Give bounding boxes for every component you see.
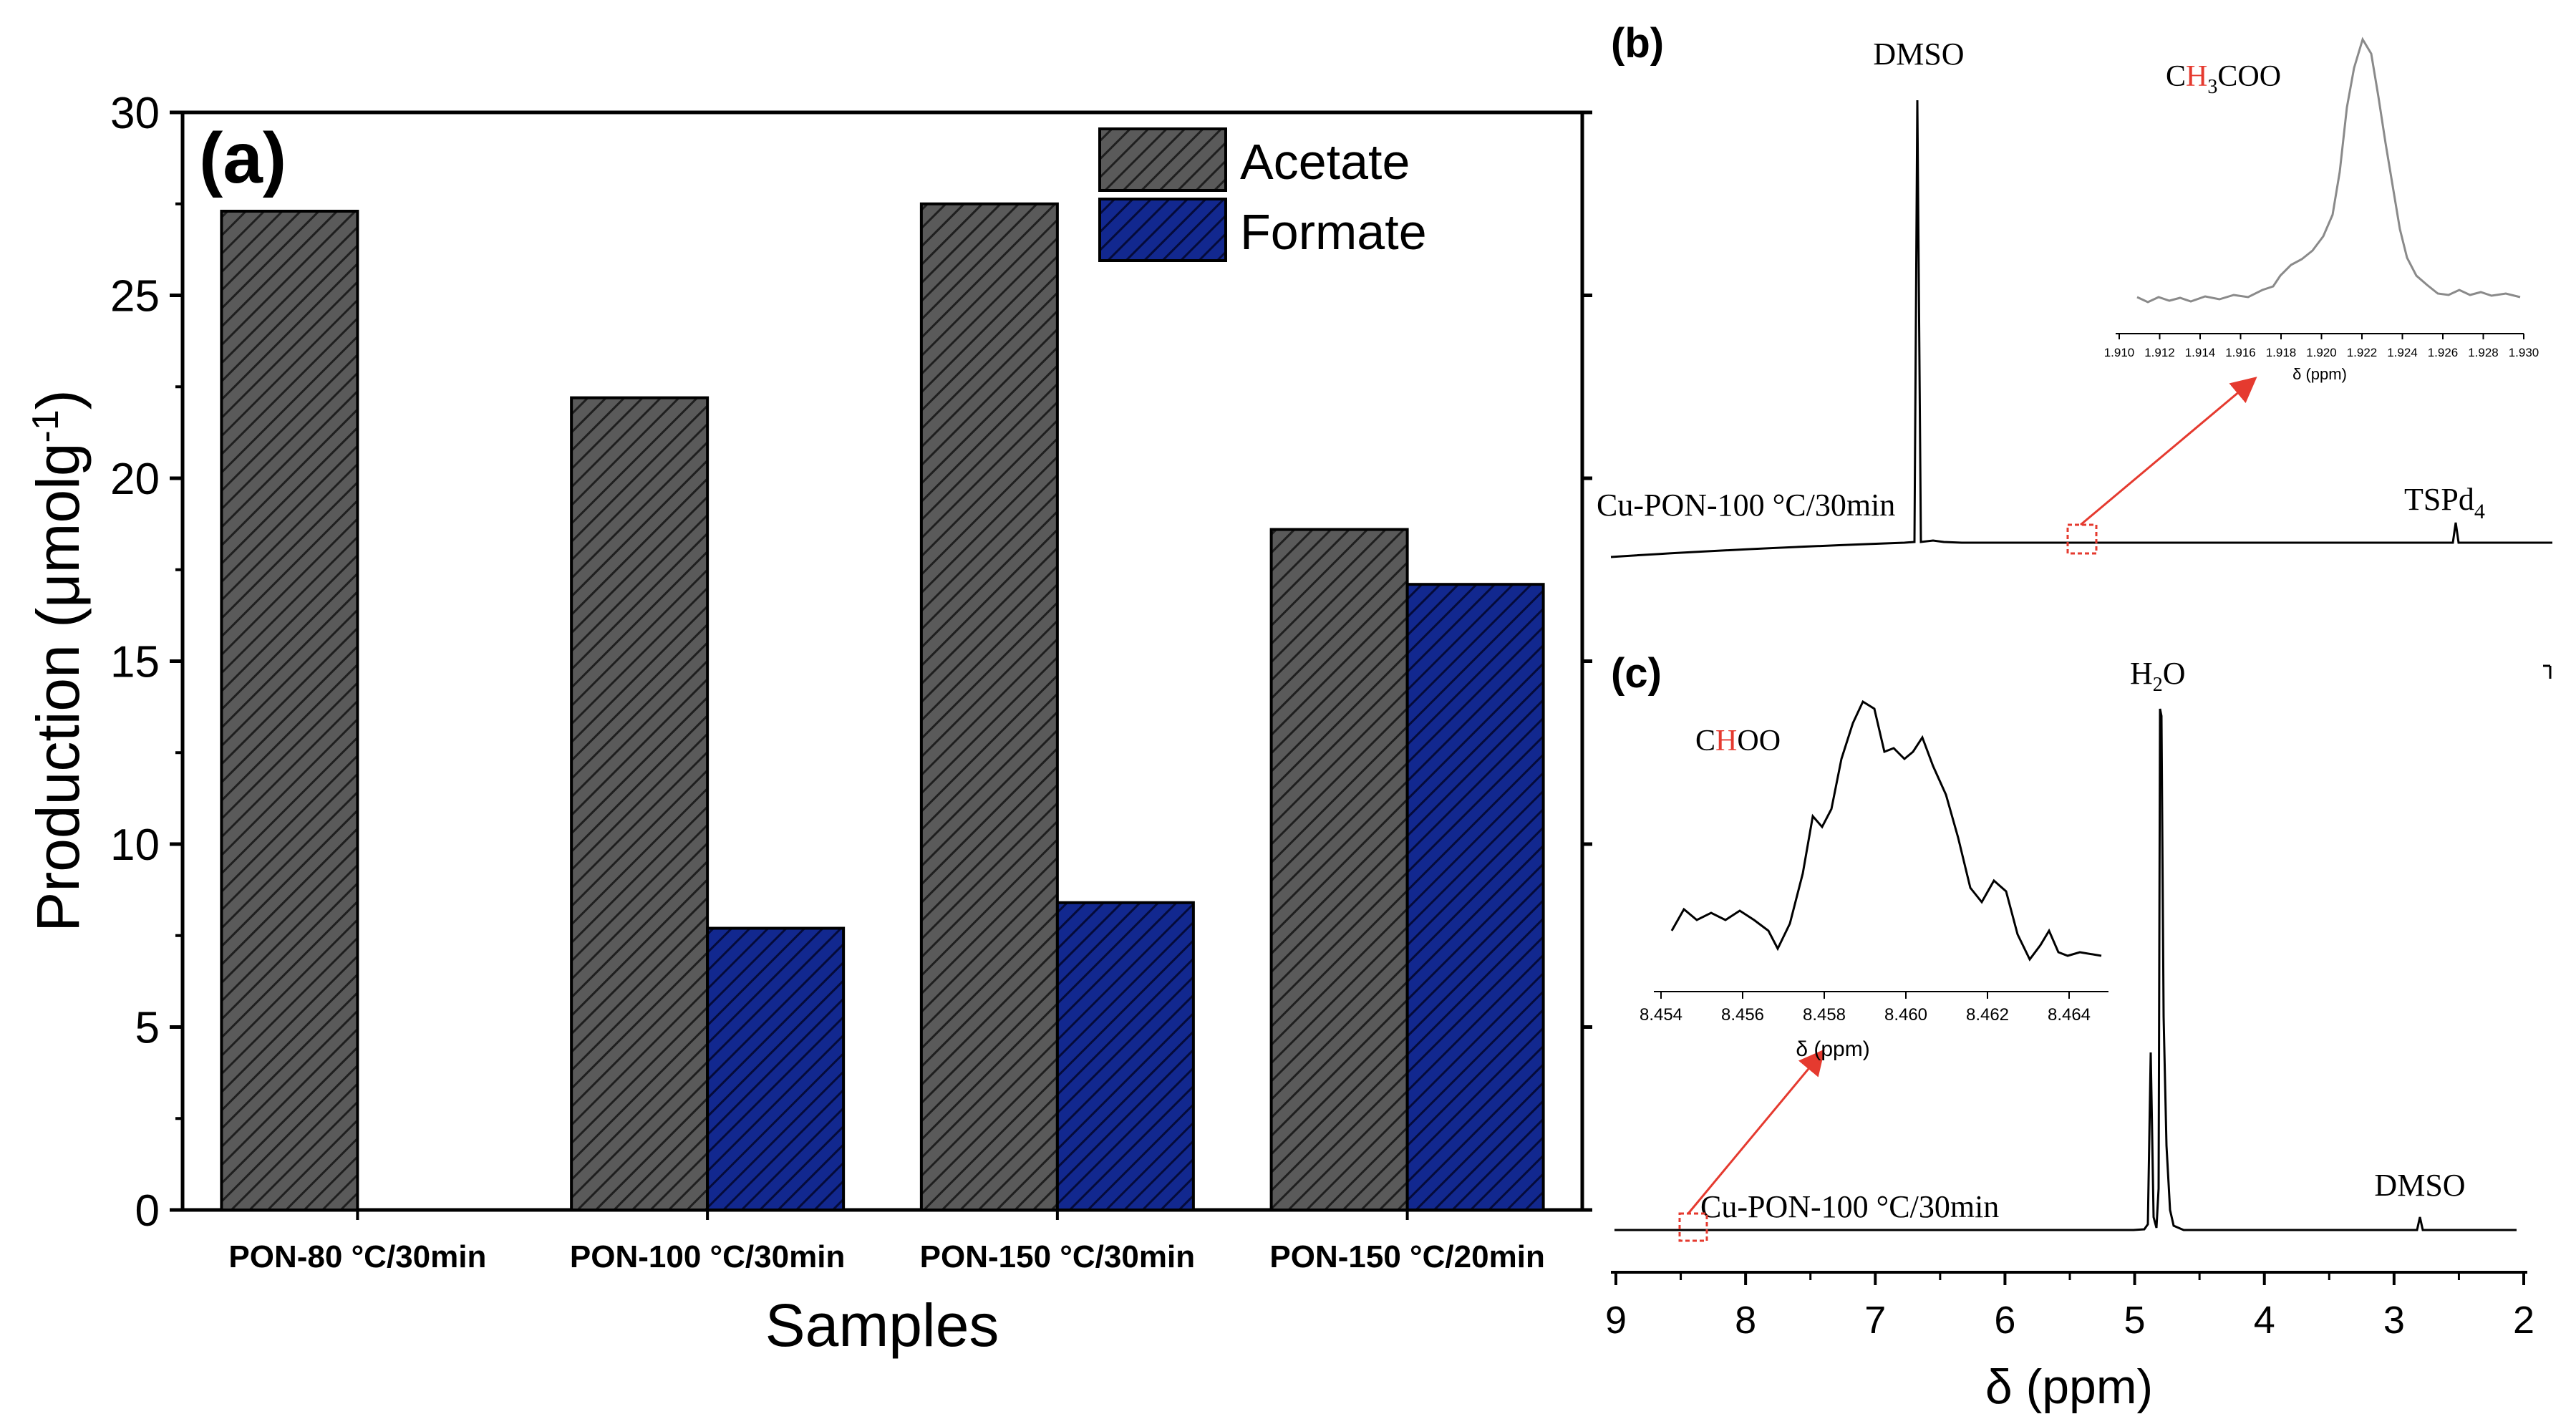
- inset-b-tick-label: 1.924: [2387, 346, 2418, 359]
- water-peak-label: H2O: [2130, 656, 2186, 696]
- x-tick-label: PON-80 °C/30min: [228, 1239, 486, 1274]
- x-axis: PON-80 °C/30min PON-100 °C/30min PON-150 °…: [228, 1210, 1545, 1274]
- inset-b-ticks: 1.910 1.912 1.914 1.916 1.918 1.920 1.922 1.924…: [2104, 334, 2539, 359]
- inset-c-curve: [1670, 699, 2102, 962]
- bar-formate-3: [1405, 583, 1545, 1211]
- panel-c-nmr-spectrum: (c) H2O Cu-PON-100 °C/30min DMSO CHOO 8.…: [1605, 650, 2552, 1414]
- dmso-peak-label-c: DMSO: [2374, 1168, 2465, 1203]
- inset-c-tick-label: 8.456: [1721, 1005, 1764, 1025]
- c-x-tick-label: 9: [1605, 1299, 1627, 1342]
- bar-acetate-3: [1269, 528, 1409, 1211]
- inset-c-label: CHOO: [1695, 725, 1781, 757]
- zoom-box-c: [1678, 1212, 1708, 1242]
- x-tick-label: PON-100 °C/30min: [570, 1239, 845, 1274]
- y-tick-label: 30: [110, 89, 160, 138]
- y-tick-label: 25: [110, 272, 160, 321]
- c-x-axis: 9 8 7 6 5 4 3 2: [1605, 1272, 2534, 1342]
- bar-acetate-2: [919, 202, 1059, 1211]
- c-x-axis-title: δ (ppm): [1985, 1360, 2153, 1414]
- c-x-tick-label: 8: [1735, 1299, 1756, 1342]
- inset-b-tick-label: 1.914: [2185, 346, 2216, 359]
- x-tick-label: PON-150 °C/20min: [1269, 1239, 1544, 1274]
- c-x-tick-label: 2: [2513, 1299, 2534, 1342]
- inset-b-curve: [2136, 37, 2521, 304]
- inset-c-tick-label: 8.462: [1966, 1005, 2009, 1025]
- bar-acetate-1: [570, 396, 710, 1212]
- bar-formate-1: [706, 926, 846, 1212]
- y-tick-label: 10: [110, 820, 160, 870]
- sample-label-b: Cu-PON-100 °C/30min: [1597, 488, 1895, 523]
- legend-swatch-acetate: [1098, 127, 1227, 192]
- c-x-tick-label: 4: [2254, 1299, 2275, 1342]
- panel-b-nmr-spectrum: (b) DMSO Cu-PON-100 °C/30min TSPd4 CH3CO…: [1597, 20, 2552, 558]
- bar-acetate-0: [220, 209, 359, 1212]
- zoom-arrow-b: [2080, 377, 2257, 526]
- y-tick-label: 0: [135, 1186, 160, 1236]
- panel-label-c: (c): [1611, 650, 1662, 697]
- inset-c-tick-label: 8.458: [1803, 1005, 1846, 1025]
- c-x-tick-label: 5: [2124, 1299, 2146, 1342]
- zoom-arrow-c: [1687, 1049, 1825, 1214]
- inset-c-tick-label: 8.460: [1884, 1005, 1927, 1025]
- x-axis-title: Samples: [765, 1292, 999, 1359]
- x-tick-label: PON-150 °C/30min: [920, 1239, 1195, 1274]
- inset-b-label: CH3COO: [2166, 60, 2281, 98]
- inset-b-tick-label: 1.928: [2468, 346, 2499, 359]
- tsp-peak-label: TSPd4: [2404, 482, 2485, 523]
- y-tick-label: 5: [135, 1004, 160, 1053]
- dmso-peak-label-b: DMSO: [1873, 37, 1964, 72]
- inset-b-tick-label: 1.922: [2347, 346, 2378, 359]
- c-x-tick-label: 3: [2383, 1299, 2405, 1342]
- panel-label-b: (b): [1611, 20, 1664, 67]
- inset-c-ticks: 8.454 8.456 8.458 8.460 8.462 8.464: [1640, 992, 2091, 1025]
- legend-swatch-formate: [1098, 198, 1227, 262]
- zoom-box-b: [2066, 523, 2098, 555]
- c-x-tick-label: 7: [1864, 1299, 1886, 1342]
- panel-a-bar-chart: 0 5 10 15 20 25 30 PON-80 °C/30min PON-100 °C/3…: [24, 89, 1592, 1359]
- bar-formate-2: [1055, 901, 1195, 1211]
- inset-c-tick-label: 8.464: [2048, 1005, 2091, 1025]
- c-x-tick-label: 6: [1994, 1299, 2015, 1342]
- inset-b-tick-label: 1.926: [2428, 346, 2459, 359]
- inset-b-tick-label: 1.916: [2225, 346, 2256, 359]
- y-tick-label: 20: [110, 455, 160, 504]
- spectrum-line-c: [1614, 708, 2517, 1231]
- inset-b: CH3COO 1.910 1.912 1.914 1.916 1.918 1.920 1.9…: [2104, 37, 2539, 383]
- panel-label-a: (a): [199, 118, 286, 198]
- legend: Acetate Formate: [1098, 127, 1427, 262]
- bars: [220, 202, 1545, 1212]
- inset-b-tick-label: 1.920: [2306, 346, 2337, 359]
- inset-c-tick-label: 8.454: [1640, 1005, 1682, 1025]
- sample-label-c: Cu-PON-100 °C/30min: [1700, 1189, 1999, 1224]
- inset-b-tick-label: 1.930: [2509, 346, 2539, 359]
- y-axis: 0 5 10 15 20 25 30: [110, 89, 1592, 1236]
- y-axis-title: Production (μmolg-1): [24, 389, 92, 932]
- legend-label-acetate: Acetate: [1240, 134, 1410, 190]
- legend-label-formate: Formate: [1240, 204, 1427, 260]
- inset-b-x-title: δ (ppm): [2292, 365, 2347, 383]
- inset-c-x-title: δ (ppm): [1796, 1037, 1869, 1061]
- inset-b-tick-label: 1.910: [2104, 346, 2135, 359]
- inset-b-tick-label: 1.912: [2144, 346, 2175, 359]
- spectrum-line-b: [1610, 100, 2552, 558]
- inset-b-tick-label: 1.918: [2266, 346, 2297, 359]
- y-tick-label: 15: [110, 638, 160, 687]
- inset-c: CHOO 8.454 8.456 8.458 8.460 8.462 8.464 δ (p…: [1640, 699, 2108, 1061]
